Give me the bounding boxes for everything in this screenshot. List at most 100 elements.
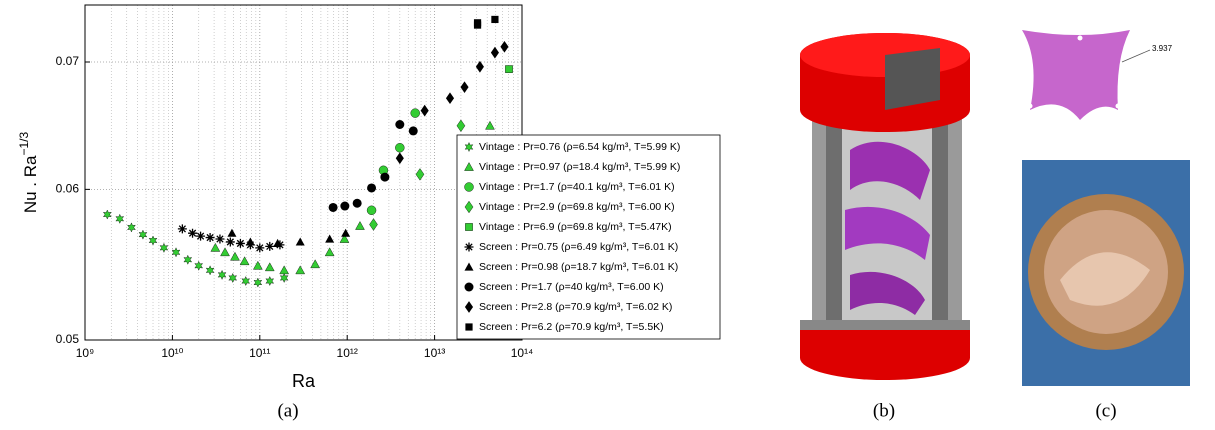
legend-label: Vintage : Pr=0.76 (ρ=6.54 kg/m³, T=5.99 … (479, 141, 680, 153)
point (420, 104, 429, 117)
caption: (c) (1095, 400, 1116, 421)
point (395, 143, 405, 153)
point (183, 254, 193, 265)
legend-label: Screen : Pr=1.7 (ρ=40 kg/m³, T=6.00 K) (479, 281, 664, 293)
legend-label: Screen : Pr=2.8 (ρ=70.9 kg/m³, T=6.02 K) (479, 301, 672, 313)
point (220, 247, 230, 257)
point (464, 162, 474, 171)
point (279, 272, 289, 283)
legend-label: Screen : Pr=0.98 (ρ=18.7 kg/m³, T=6.01 K… (479, 261, 678, 273)
legend-label: Vintage : Pr=2.9 (ρ=69.8 kg/m³, T=6.00 K… (479, 201, 675, 213)
plot-frame (84, 4, 523, 341)
photo (1022, 160, 1190, 386)
point (255, 243, 265, 253)
x-tick-label: 10¹⁴ (511, 346, 534, 360)
point (171, 247, 181, 258)
legend-label: Screen : Pr=6.2 (ρ=70.9 kg/m³, T=5.5K) (479, 321, 664, 333)
legend-label: Vintage : Pr=1.7 (ρ=40.1 kg/m³, T=6.01 K… (479, 181, 675, 193)
point (395, 120, 405, 130)
point (328, 202, 338, 212)
point (177, 224, 187, 234)
point (205, 265, 215, 276)
point (464, 142, 474, 152)
point (205, 233, 215, 243)
point (464, 262, 474, 271)
cylinder-illustration (800, 33, 970, 380)
point (490, 46, 499, 59)
point (245, 237, 255, 246)
legend-box (456, 134, 721, 340)
point (239, 256, 250, 266)
point (295, 265, 306, 275)
point (464, 200, 474, 214)
dimension-label: 3.937 (1152, 44, 1173, 53)
point (456, 119, 466, 132)
point (341, 228, 351, 237)
point (235, 238, 245, 248)
point (505, 65, 513, 73)
point (475, 60, 484, 73)
point (395, 152, 404, 165)
point (210, 242, 221, 252)
point (253, 277, 263, 288)
point (217, 269, 227, 280)
point (445, 92, 455, 105)
point (473, 21, 482, 29)
point (410, 108, 420, 118)
x-axis-label: Ra (292, 371, 316, 391)
point (367, 183, 377, 193)
point (265, 276, 275, 287)
point (279, 265, 290, 275)
legend-label: Vintage : Pr=0.97 (ρ=18.4 kg/m³, T=5.99 … (479, 161, 680, 173)
point (265, 241, 275, 251)
point (369, 218, 378, 231)
point (194, 260, 204, 271)
point (115, 213, 125, 224)
point (225, 237, 235, 247)
point (241, 276, 251, 287)
point (325, 234, 335, 243)
point (408, 126, 418, 136)
legend-label: Screen : Pr=0.75 (ρ=6.49 kg/m³, T=6.01 K… (479, 241, 678, 253)
x-tick-label: 10¹⁰ (161, 346, 183, 360)
point (464, 242, 474, 252)
point (324, 247, 335, 257)
point (127, 222, 136, 233)
plate-drawing: 3.937 (1022, 30, 1173, 120)
point (102, 209, 112, 220)
point (340, 201, 350, 211)
y-axis-label-main: Nu . Ra (21, 155, 40, 213)
point (460, 81, 469, 94)
caption: (b) (873, 400, 895, 421)
point (339, 234, 350, 243)
point (227, 228, 237, 237)
x-tick-label: 10¹¹ (249, 346, 270, 360)
point (465, 223, 473, 231)
point (380, 172, 390, 182)
point (148, 235, 158, 246)
point (464, 282, 474, 292)
y-axis-label-exponent: −1/3 (17, 132, 31, 156)
point (196, 231, 206, 241)
point (366, 205, 377, 215)
y-tick-label: 0.05 (56, 332, 80, 346)
point (464, 182, 474, 192)
point (355, 221, 365, 230)
point (188, 228, 198, 238)
x-tick-label: 10¹³ (424, 346, 445, 360)
point (228, 272, 238, 283)
point (500, 40, 509, 53)
caption: (a) (277, 400, 298, 421)
point (352, 198, 362, 208)
point (253, 260, 263, 270)
point (415, 168, 425, 181)
point (264, 262, 275, 272)
y-tick-label: 0.06 (56, 182, 80, 196)
point (230, 251, 240, 261)
point (159, 242, 169, 253)
point (465, 323, 473, 331)
point (273, 238, 283, 248)
point (310, 259, 321, 269)
